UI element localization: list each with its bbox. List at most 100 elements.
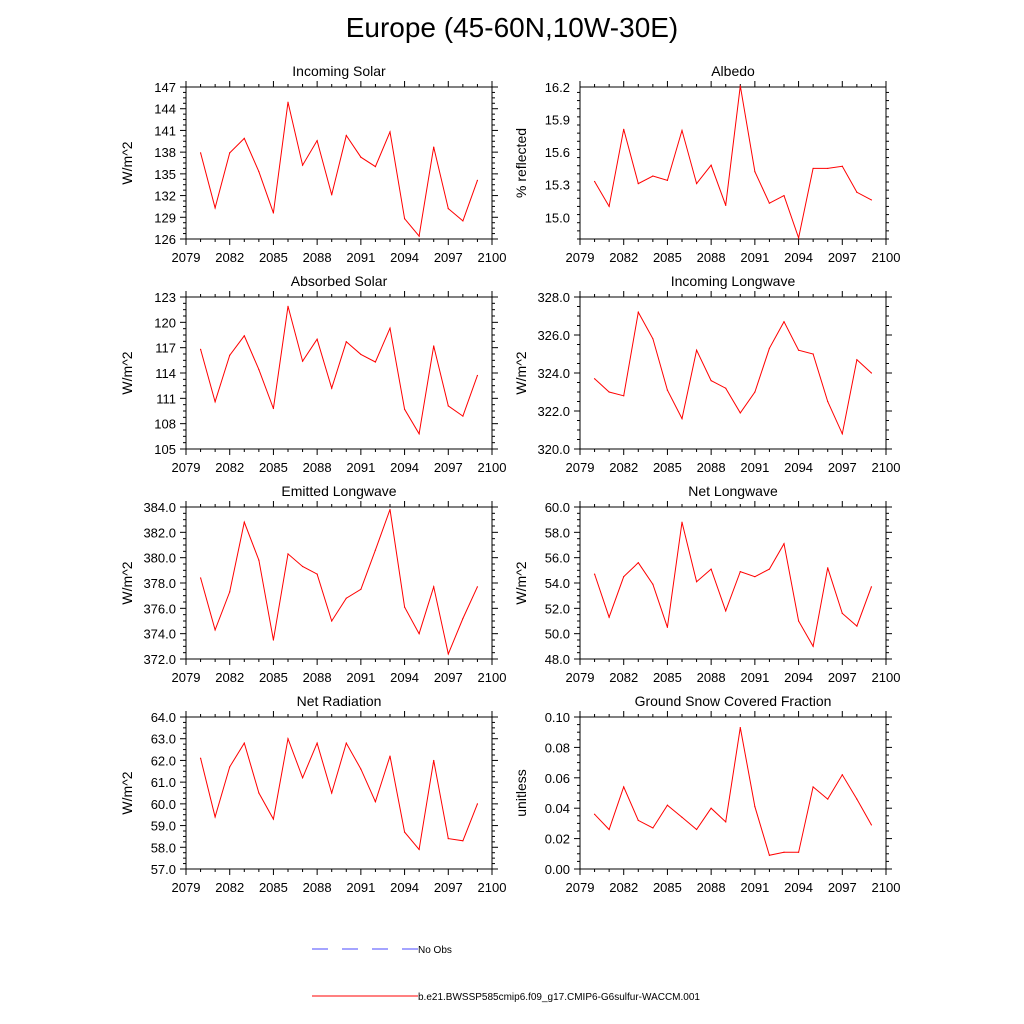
y-tick-label: 0.02: [545, 832, 570, 847]
y-tick-label: 0.10: [545, 710, 570, 725]
y-tick-label: 60.0: [151, 797, 176, 812]
data-point: [870, 372, 873, 374]
y-tick-label: 374.0: [143, 627, 176, 642]
data-point: [345, 597, 347, 599]
data-point: [768, 568, 771, 570]
data-point: [243, 335, 245, 337]
data-point: [695, 581, 698, 583]
y-tick-label: 52.0: [545, 601, 570, 616]
y-tick-label: 15.9: [545, 113, 570, 128]
data-point: [331, 792, 333, 794]
data-point: [229, 766, 231, 768]
x-tick-label: 2094: [784, 460, 813, 475]
data-point: [462, 617, 464, 620]
data-point: [870, 199, 873, 201]
y-axis-label: unitless: [513, 769, 529, 816]
data-point: [739, 412, 741, 414]
data-point: [447, 838, 449, 840]
x-tick-label: 2097: [828, 460, 857, 475]
data-point: [856, 625, 858, 627]
x-tick-label: 2088: [697, 250, 726, 265]
legend: No Obs b.e21.BWSSP585cmip6.f09_g17.CMIP6…: [312, 945, 700, 1003]
y-tick-label: 64.0: [151, 710, 176, 725]
x-tick-label: 2088: [697, 670, 726, 685]
y-tick-label: 141: [154, 123, 176, 138]
data-point: [812, 353, 814, 355]
data-point: [462, 415, 464, 417]
y-tick-label: 322.0: [537, 404, 570, 419]
data-point: [447, 405, 449, 407]
data-point: [637, 311, 639, 313]
data-point: [462, 220, 464, 222]
data-point: [652, 175, 654, 177]
data-point: [433, 586, 435, 588]
x-tick-label: 2097: [434, 880, 463, 895]
data-point: [403, 408, 406, 410]
data-point: [389, 508, 391, 511]
y-tick-label: 48.0: [545, 652, 570, 667]
data-point: [608, 391, 610, 393]
data-point: [754, 391, 756, 393]
data-point: [623, 128, 625, 130]
data-point: [214, 207, 216, 209]
x-tick-label: 2082: [215, 250, 244, 265]
data-point: [476, 179, 479, 181]
data-point: [841, 165, 843, 167]
data-point: [637, 819, 639, 821]
data-point: [199, 152, 202, 154]
series-line: [200, 102, 478, 238]
x-tick-label: 2085: [653, 670, 682, 685]
data-point: [301, 565, 304, 568]
data-point: [374, 549, 377, 551]
series-line: [200, 736, 478, 851]
x-tick-label: 2094: [784, 250, 813, 265]
data-point: [681, 521, 683, 523]
data-point: [652, 338, 654, 340]
data-point: [695, 183, 698, 185]
data-point: [418, 633, 420, 635]
y-tick-label: 378.0: [143, 576, 176, 591]
x-tick-label: 2100: [872, 460, 901, 475]
data-point: [214, 629, 216, 631]
data-point: [447, 208, 449, 210]
x-tick-label: 2082: [609, 250, 638, 265]
data-point: [681, 129, 683, 132]
x-tick-label: 2097: [828, 250, 857, 265]
data-point: [418, 235, 420, 237]
data-point: [301, 360, 304, 362]
x-tick-label: 2085: [259, 250, 288, 265]
y-tick-label: 384.0: [143, 500, 176, 515]
data-point: [403, 606, 406, 608]
data-point: [199, 348, 202, 350]
x-tick-label: 2100: [872, 250, 901, 265]
x-tick-label: 2094: [390, 460, 419, 475]
chart-panel-6: Net Longwave W/m^2 2079 2082 2085 2088 2091 209…: [513, 483, 900, 685]
x-tick-label: 2082: [609, 460, 638, 475]
data-point: [360, 353, 362, 356]
y-tick-label: 111: [156, 391, 176, 406]
data-point: [374, 801, 377, 803]
data-point: [462, 840, 464, 842]
x-tick-label: 2085: [653, 460, 682, 475]
data-point: [623, 786, 625, 788]
data-point: [272, 212, 275, 214]
y-axis-label: W/m^2: [119, 141, 135, 184]
x-tick-label: 2100: [478, 670, 507, 685]
data-point: [608, 616, 610, 618]
x-tick-label: 2091: [346, 250, 375, 265]
x-tick-label: 2097: [828, 880, 857, 895]
data-point: [593, 378, 596, 380]
data-point: [301, 777, 304, 779]
y-axis-label: W/m^2: [513, 351, 529, 394]
data-point: [783, 321, 785, 323]
data-point: [360, 156, 362, 158]
y-tick-label: 123: [154, 290, 176, 305]
data-point: [403, 831, 406, 833]
data-point: [783, 851, 785, 853]
y-axis-label: W/m^2: [513, 561, 529, 604]
x-tick-label: 2082: [215, 670, 244, 685]
y-tick-label: 63.0: [151, 732, 176, 747]
data-point: [287, 101, 289, 103]
data-point: [856, 359, 858, 361]
x-tick-label: 2091: [740, 250, 769, 265]
